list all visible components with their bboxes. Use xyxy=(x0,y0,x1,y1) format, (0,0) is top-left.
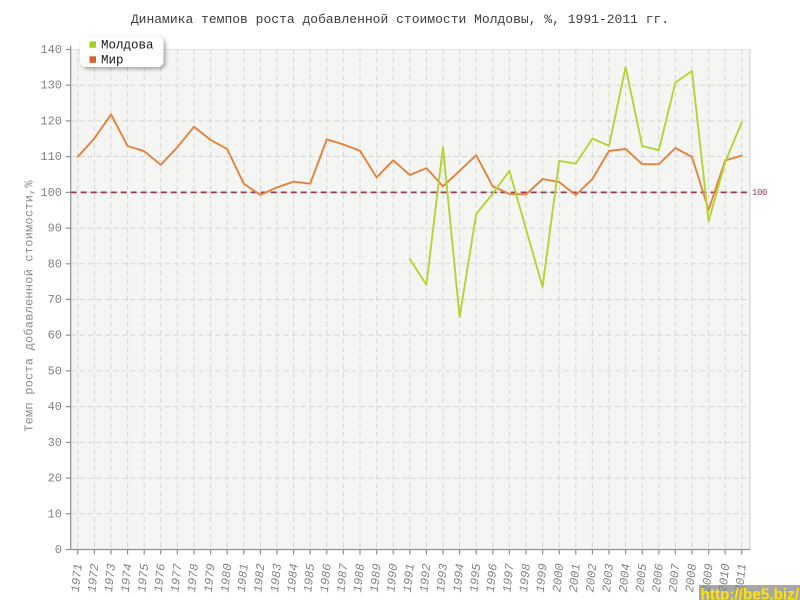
svg-text:50: 50 xyxy=(48,364,62,378)
svg-text:100: 100 xyxy=(40,186,62,200)
svg-text:2007: 2007 xyxy=(666,562,683,593)
svg-text:2001: 2001 xyxy=(567,563,584,593)
svg-text:80: 80 xyxy=(48,257,62,271)
svg-text:1993: 1993 xyxy=(434,563,451,593)
svg-text:100: 100 xyxy=(752,188,767,198)
svg-text:1983: 1983 xyxy=(268,563,285,593)
svg-text:1972: 1972 xyxy=(85,563,102,593)
svg-text:90: 90 xyxy=(48,222,62,236)
svg-text:1988: 1988 xyxy=(351,563,368,593)
svg-text:1985: 1985 xyxy=(301,563,318,593)
svg-text:2008: 2008 xyxy=(683,563,700,593)
svg-text:30: 30 xyxy=(48,436,62,450)
svg-text:40: 40 xyxy=(48,400,62,414)
svg-text:2000: 2000 xyxy=(550,563,567,593)
svg-text:130: 130 xyxy=(40,79,62,93)
svg-text:1979: 1979 xyxy=(202,563,219,593)
svg-text:1989: 1989 xyxy=(368,563,385,593)
svg-text:1973: 1973 xyxy=(102,563,119,593)
svg-text:20: 20 xyxy=(48,472,62,486)
svg-text:1994: 1994 xyxy=(451,563,468,593)
svg-text:2011: 2011 xyxy=(733,563,750,593)
svg-text:140: 140 xyxy=(40,43,62,57)
svg-text:1975: 1975 xyxy=(135,563,152,593)
svg-text:2006: 2006 xyxy=(650,563,667,593)
svg-text:1992: 1992 xyxy=(417,563,434,593)
svg-text:1971: 1971 xyxy=(69,563,86,593)
svg-text:1987: 1987 xyxy=(334,562,351,593)
svg-text:1978: 1978 xyxy=(185,563,202,593)
svg-text:0: 0 xyxy=(55,543,62,557)
svg-text:1990: 1990 xyxy=(384,563,401,593)
svg-text:Мир: Мир xyxy=(101,54,124,68)
svg-text:2003: 2003 xyxy=(600,563,617,593)
svg-text:2010: 2010 xyxy=(716,563,733,593)
svg-text:1995: 1995 xyxy=(467,563,484,593)
svg-text:1977: 1977 xyxy=(168,562,185,593)
svg-text:1982: 1982 xyxy=(251,563,268,593)
svg-text:110: 110 xyxy=(40,150,62,164)
svg-text:2004: 2004 xyxy=(617,563,634,593)
svg-text:2009: 2009 xyxy=(700,563,717,593)
svg-text:1999: 1999 xyxy=(534,563,551,593)
svg-text:http://be5.biz/: http://be5.biz/ xyxy=(701,586,800,600)
svg-text:1980: 1980 xyxy=(218,563,235,593)
svg-text:1998: 1998 xyxy=(517,563,534,593)
svg-text:120: 120 xyxy=(40,114,62,128)
svg-text:2005: 2005 xyxy=(633,563,650,593)
svg-text:Динамика темпов роста добавлен: Динамика темпов роста добавленной стоимо… xyxy=(131,12,669,27)
svg-text:70: 70 xyxy=(48,293,62,307)
svg-text:Молдова: Молдова xyxy=(101,39,154,53)
svg-text:1991: 1991 xyxy=(401,563,418,593)
svg-text:1986: 1986 xyxy=(318,563,335,593)
svg-text:2002: 2002 xyxy=(583,563,600,593)
svg-text:10: 10 xyxy=(48,507,62,521)
svg-text:1996: 1996 xyxy=(484,563,501,593)
svg-text:1997: 1997 xyxy=(500,562,517,593)
svg-text:1981: 1981 xyxy=(235,563,252,593)
svg-text:1984: 1984 xyxy=(285,563,302,593)
svg-text:Темп роста добавленной стоимос: Темп роста добавленной стоимости,% xyxy=(23,180,37,432)
svg-text:60: 60 xyxy=(48,329,62,343)
svg-text:1974: 1974 xyxy=(119,563,136,593)
svg-text:1976: 1976 xyxy=(152,563,169,593)
